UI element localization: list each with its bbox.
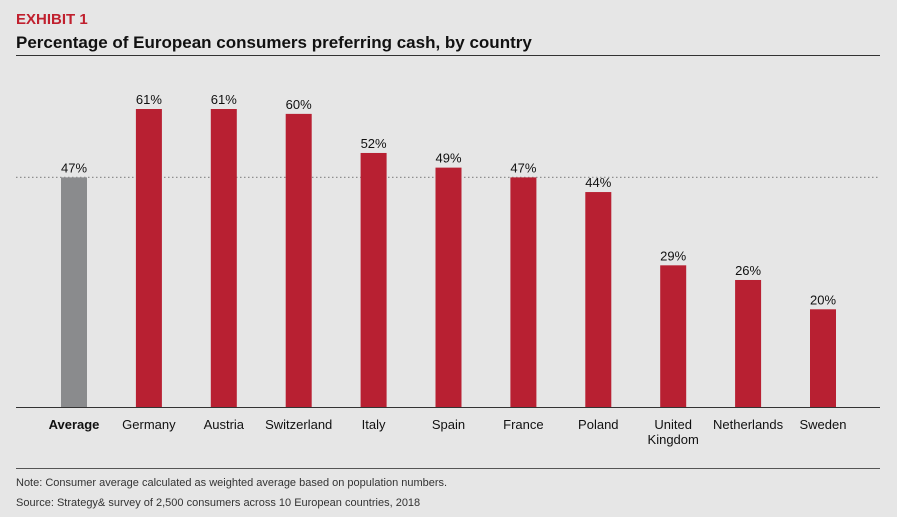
- category-label: Spain: [432, 417, 465, 432]
- bar-italy: [360, 152, 387, 407]
- data-label: 47%: [510, 160, 536, 175]
- data-label: 60%: [286, 97, 312, 112]
- category-label-line: Italy: [362, 417, 386, 432]
- category-label-line: Austria: [204, 417, 245, 432]
- bar-netherlands: [735, 279, 762, 407]
- footer-divider: [16, 468, 880, 469]
- data-label: 20%: [810, 292, 836, 307]
- category-label: Average: [49, 417, 100, 432]
- category-label: Austria: [204, 417, 245, 432]
- category-label-line: Sweden: [800, 417, 847, 432]
- data-label: 49%: [435, 151, 461, 166]
- category-label-line: Germany: [122, 417, 176, 432]
- data-label: 29%: [660, 248, 686, 263]
- bar-switzerland: [285, 113, 312, 407]
- bar-poland: [585, 192, 612, 407]
- category-label-line: Netherlands: [713, 417, 784, 432]
- category-label: Germany: [122, 417, 176, 432]
- exhibit-label: EXHIBIT 1: [16, 11, 88, 28]
- chart-title: Percentage of European consumers preferr…: [16, 33, 532, 52]
- data-label: 61%: [136, 92, 162, 107]
- data-label: 52%: [361, 136, 387, 151]
- category-label-line: Kingdom: [648, 432, 699, 447]
- category-label-line: Spain: [432, 417, 465, 432]
- bar-germany: [135, 109, 162, 407]
- bar-united-kingdom: [660, 265, 687, 407]
- bar-sweden: [810, 309, 836, 407]
- category-label-line: France: [503, 417, 543, 432]
- data-label: 61%: [211, 92, 237, 107]
- footnote: Note: Consumer average calculated as wei…: [16, 477, 448, 489]
- data-label: 47%: [61, 160, 87, 175]
- bar-france: [510, 177, 537, 407]
- data-label: 44%: [585, 175, 611, 190]
- category-label: Sweden: [800, 417, 847, 432]
- category-label-line: Poland: [578, 417, 618, 432]
- bar-chart: 47% Average 61% Germany 61% Austria 60% Switzer…: [16, 92, 880, 447]
- category-label: Italy: [362, 417, 386, 432]
- category-label: Poland: [578, 417, 618, 432]
- bar-spain: [435, 167, 462, 407]
- source-note: Source: Strategy& survey of 2,500 consum…: [16, 497, 421, 509]
- title-divider: [16, 55, 880, 56]
- category-label: Netherlands: [713, 417, 784, 432]
- category-label: United Kingdom: [648, 417, 699, 447]
- bar-austria: [210, 109, 237, 407]
- category-label: Switzerland: [265, 417, 332, 432]
- bar-average: [61, 177, 87, 407]
- category-label-line: Switzerland: [265, 417, 332, 432]
- category-label-line: Average: [49, 417, 100, 432]
- data-label: 26%: [735, 263, 761, 278]
- category-label-line: United: [654, 417, 692, 432]
- category-label: France: [503, 417, 543, 432]
